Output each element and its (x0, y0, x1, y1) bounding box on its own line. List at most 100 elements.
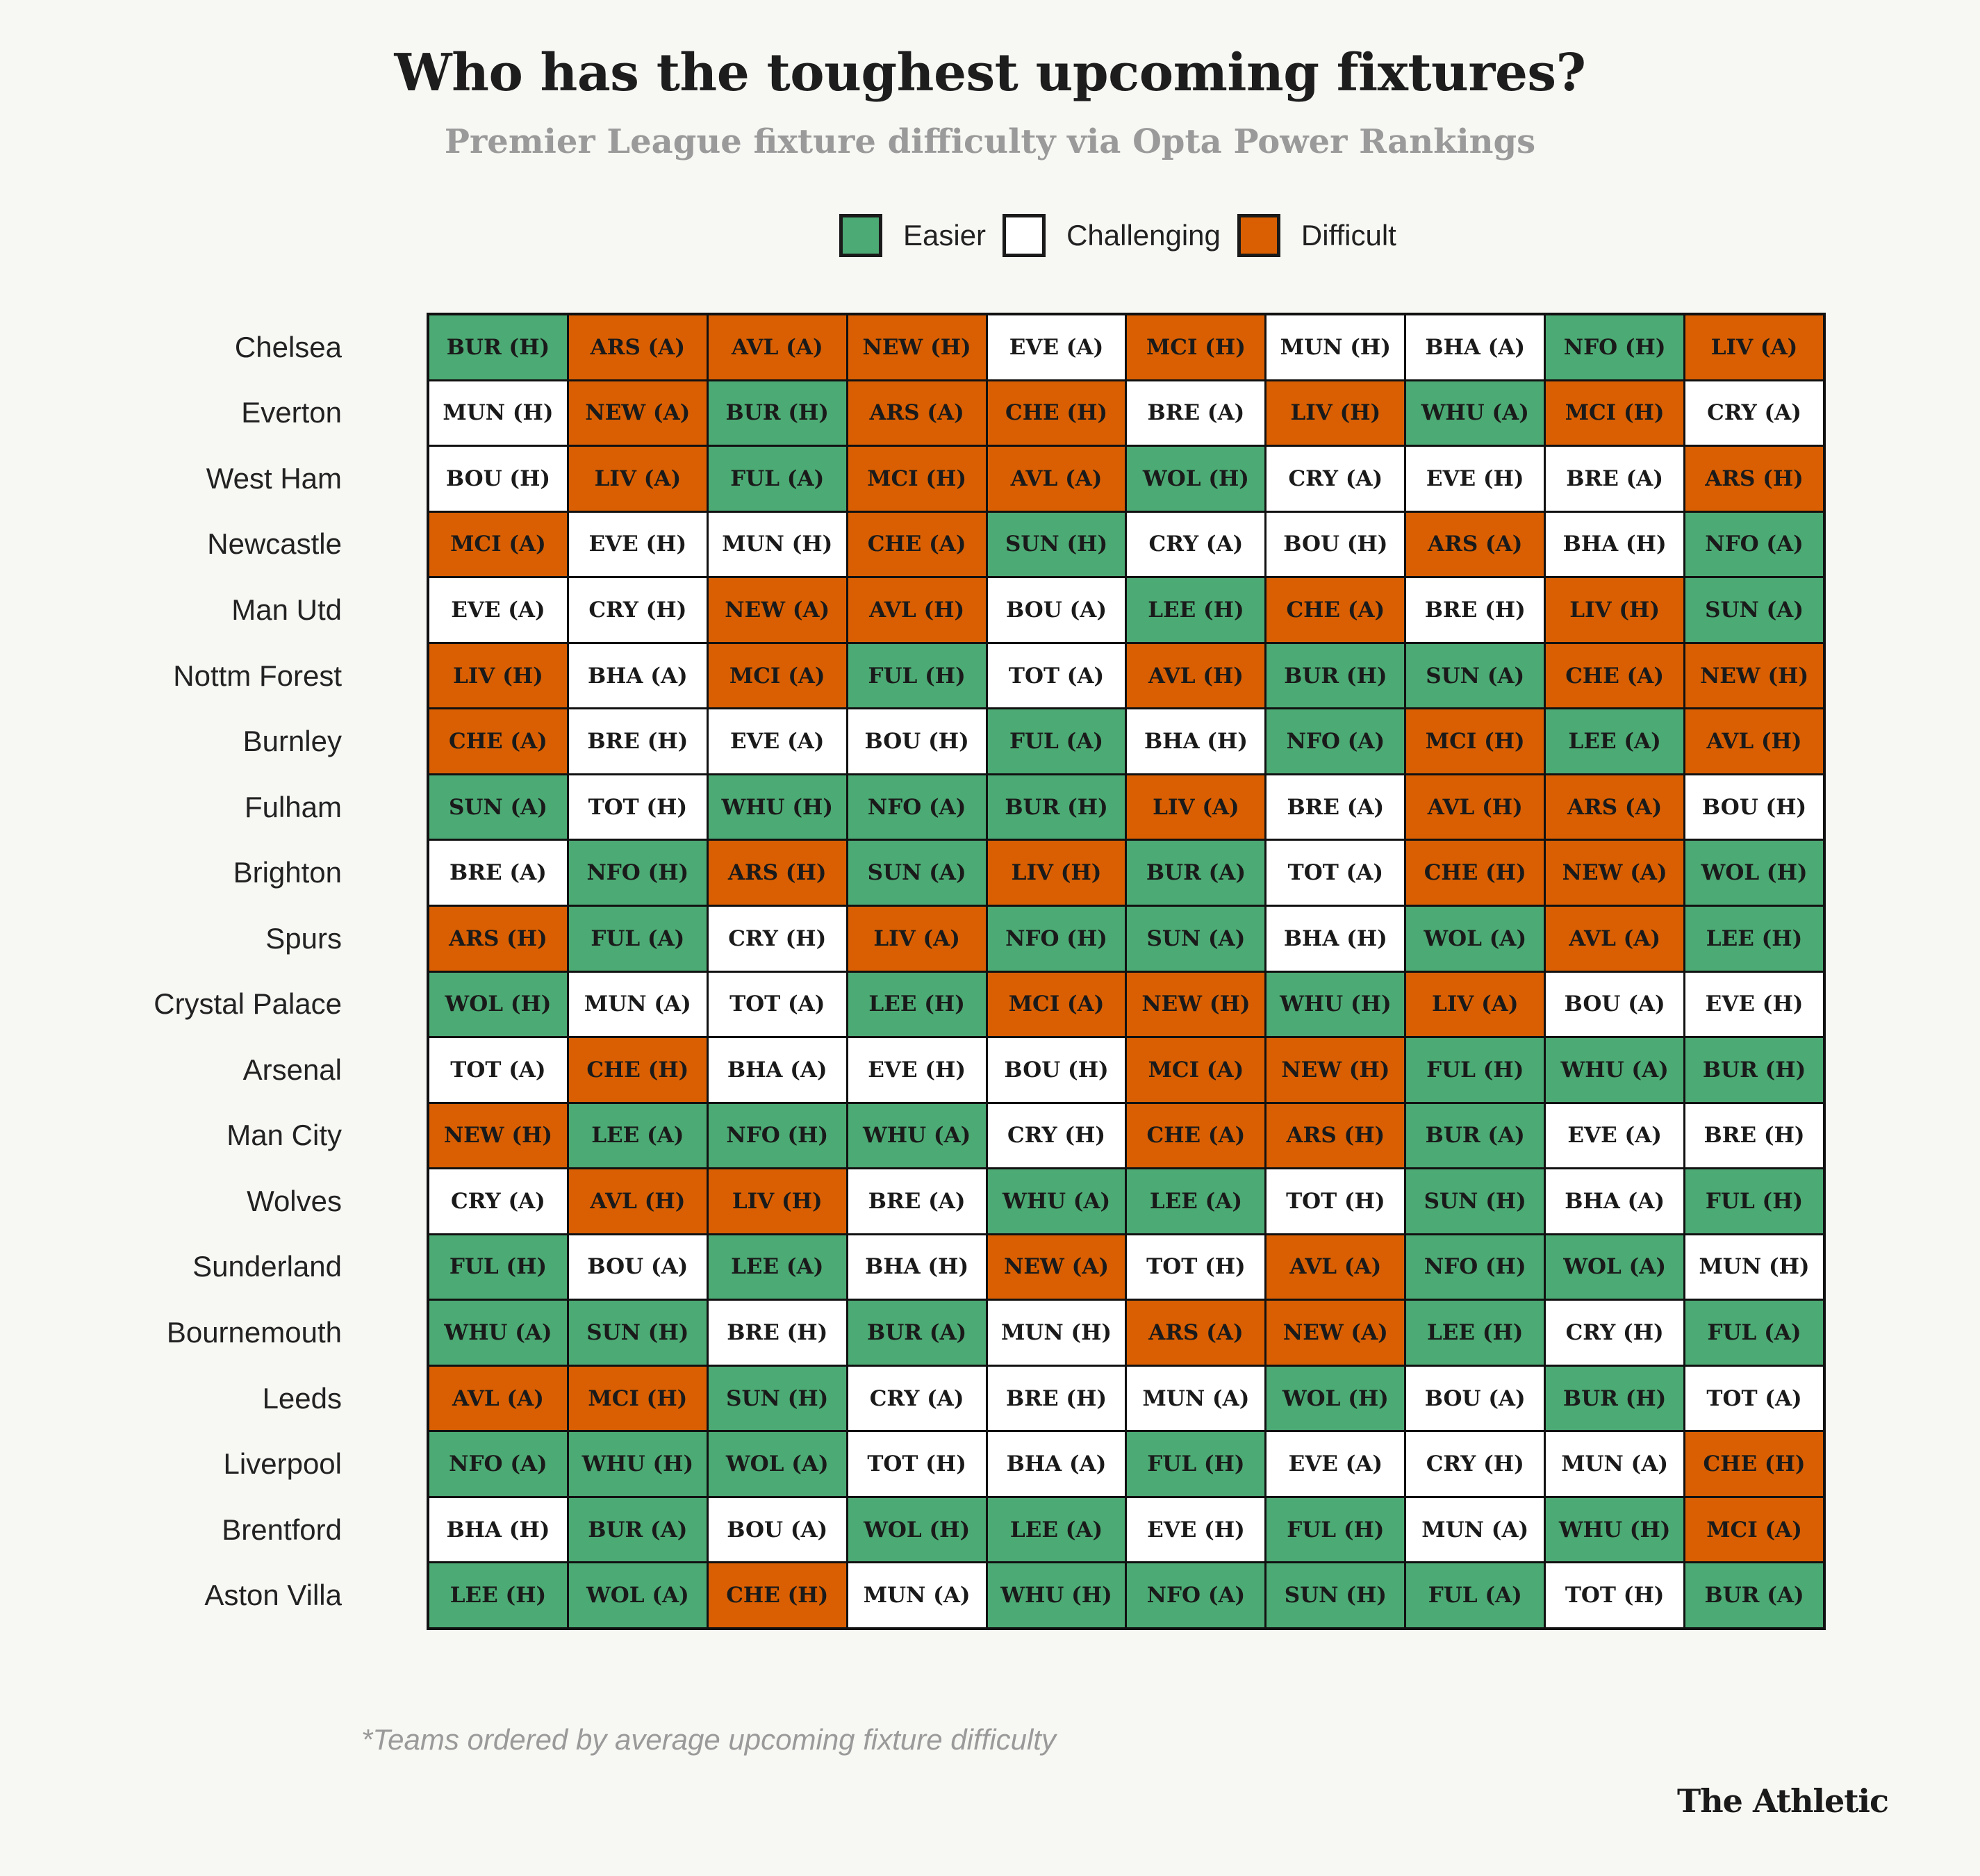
fixture-cell: AVL (H) (1127, 643, 1265, 708)
fixture-grid: BUR (H) ARS (A) AVL (A) NEW (H) EVE (A) MCI (… (427, 313, 1826, 1630)
fixture-cell: BHA (A) (568, 643, 707, 708)
fixture-cell: BRE (A) (1267, 775, 1405, 839)
legend-item-difficult: Difficult (1237, 214, 1396, 257)
fixture-cell: NEW (H) (1127, 972, 1265, 1037)
fixture-cell: FUL (H) (1406, 1038, 1544, 1102)
fixture-cell: CRY (A) (848, 1366, 986, 1431)
fixture-cell: WHU (A) (1546, 1038, 1684, 1102)
fixture-cell: EVE (H) (568, 512, 707, 577)
fixture-cell: FUL (H) (1267, 1497, 1405, 1562)
fixture-cell: LIV (A) (1685, 315, 1823, 379)
fixture-cell: ARS (A) (1546, 775, 1684, 839)
team-label: Man City (226, 1119, 342, 1152)
fixture-cell: BOU (H) (429, 447, 567, 511)
fixture-cell: MUN (A) (568, 972, 707, 1037)
fixture-cell: NEW (A) (1546, 841, 1684, 905)
team-label: Leeds (262, 1381, 342, 1415)
fixture-cell: SUN (H) (568, 1301, 707, 1365)
fixture-cell: CRY (A) (429, 1169, 567, 1233)
fixture-cell: LIV (H) (1546, 578, 1684, 642)
fixture-cell: MCI (H) (1127, 315, 1265, 379)
fixture-cell: CRY (H) (708, 906, 846, 971)
team-label: Fulham (244, 790, 342, 823)
fixture-cell: LIV (H) (708, 1169, 846, 1233)
fixture-cell: NEW (A) (987, 1235, 1125, 1299)
fixture-cell: LEE (H) (1406, 1301, 1544, 1365)
fixture-cell: ARS (H) (708, 841, 846, 905)
team-label: Newcastle (207, 527, 342, 561)
fixture-cell: WOL (H) (848, 1497, 986, 1562)
fixture-cell: FUL (A) (568, 906, 707, 971)
fixture-cell: BUR (H) (1685, 1038, 1823, 1102)
fixture-cell: WOL (A) (1546, 1235, 1684, 1299)
fixture-cell: NEW (A) (568, 381, 707, 445)
fixture-cell: NFO (H) (987, 906, 1125, 971)
fixture-cell: MCI (H) (1406, 709, 1544, 773)
fixture-cell: WHU (H) (1267, 972, 1405, 1037)
fixture-cell: SUN (H) (987, 512, 1125, 577)
legend-label-difficult: Difficult (1301, 219, 1396, 252)
fixture-cell: MUN (H) (708, 512, 846, 577)
fixture-cell: EVE (A) (1267, 1432, 1405, 1496)
fixture-cell: BHA (A) (1546, 1169, 1684, 1233)
fixture-cell: EVE (A) (708, 709, 846, 773)
fixture-cell: NFO (H) (708, 1103, 846, 1168)
fixture-cell: AVL (A) (708, 315, 846, 379)
fixture-cell: WHU (A) (1406, 381, 1544, 445)
fixture-cell: TOT (A) (708, 972, 846, 1037)
fixture-cell: TOT (H) (1267, 1169, 1405, 1233)
fixture-cell: BRE (A) (848, 1169, 986, 1233)
fixture-cell: CRY (A) (1267, 447, 1405, 511)
fixture-cell: NEW (H) (1685, 643, 1823, 708)
fixture-cell: BUR (H) (987, 775, 1125, 839)
fixture-cell: AVL (H) (1406, 775, 1544, 839)
fixture-cell: BOU (H) (848, 709, 986, 773)
fixture-cell: TOT (H) (1546, 1563, 1684, 1627)
fixture-cell: MCI (A) (987, 972, 1125, 1037)
fixture-cell: SUN (A) (1685, 578, 1823, 642)
team-label: Aston Villa (204, 1579, 342, 1612)
fixture-cell: LEE (A) (1546, 709, 1684, 773)
legend-item-challenging: Challenging (1003, 214, 1221, 257)
fixture-cell: BRE (H) (568, 709, 707, 773)
fixture-cell: LEE (A) (1127, 1169, 1265, 1233)
fixture-cell: BUR (H) (1546, 1366, 1684, 1431)
fixture-cell: MUN (A) (1127, 1366, 1265, 1431)
fixture-cell: LEE (A) (708, 1235, 846, 1299)
fixture-cell: ARS (H) (1267, 1103, 1405, 1168)
fixture-cell: BRE (A) (1127, 381, 1265, 445)
fixture-cell: LEE (A) (568, 1103, 707, 1168)
team-label: Brentford (222, 1513, 342, 1546)
fixture-cell: CHE (A) (429, 709, 567, 773)
fixture-cell: BOU (A) (568, 1235, 707, 1299)
team-label: Nottm Forest (173, 659, 342, 692)
legend-label-easier: Easier (903, 219, 987, 252)
footnote: *Teams ordered by average upcoming fixtu… (361, 1723, 1056, 1756)
legend: Easier Challenging Difficult (839, 211, 1413, 260)
fixture-cell: NFO (A) (1267, 709, 1405, 773)
legend-label-challenging: Challenging (1066, 219, 1221, 252)
brand-logo-text: The Athletic (1676, 1782, 1889, 1820)
fixture-cell: BOU (A) (1546, 972, 1684, 1037)
team-label: Burnley (242, 725, 342, 758)
fixture-cell: BUR (A) (1685, 1563, 1823, 1627)
team-label: Chelsea (234, 330, 342, 363)
fixture-cell: LEE (A) (987, 1497, 1125, 1562)
team-label: Liverpool (223, 1447, 342, 1481)
chart-title: Who has the toughest upcoming fixtures? (394, 43, 1586, 103)
fixture-cell: WOL (H) (1267, 1366, 1405, 1431)
fixture-cell: BHA (H) (1127, 709, 1265, 773)
fixture-cell: BOU (H) (987, 1038, 1125, 1102)
fixture-cell: BOU (H) (1267, 512, 1405, 577)
fixture-cell: NFO (H) (568, 841, 707, 905)
fixture-cell: NEW (A) (1267, 1301, 1405, 1365)
fixture-cell: WOL (A) (568, 1563, 707, 1627)
fixture-cell: EVE (H) (1685, 972, 1823, 1037)
fixture-cell: NFO (A) (1685, 512, 1823, 577)
fixture-cell: AVL (A) (1546, 906, 1684, 971)
fixture-cell: CHE (H) (568, 1038, 707, 1102)
fixture-cell: LEE (H) (429, 1563, 567, 1627)
fixture-cell: AVL (H) (848, 578, 986, 642)
fixture-cell: MUN (H) (1685, 1235, 1823, 1299)
fixture-cell: SUN (A) (1127, 906, 1265, 971)
